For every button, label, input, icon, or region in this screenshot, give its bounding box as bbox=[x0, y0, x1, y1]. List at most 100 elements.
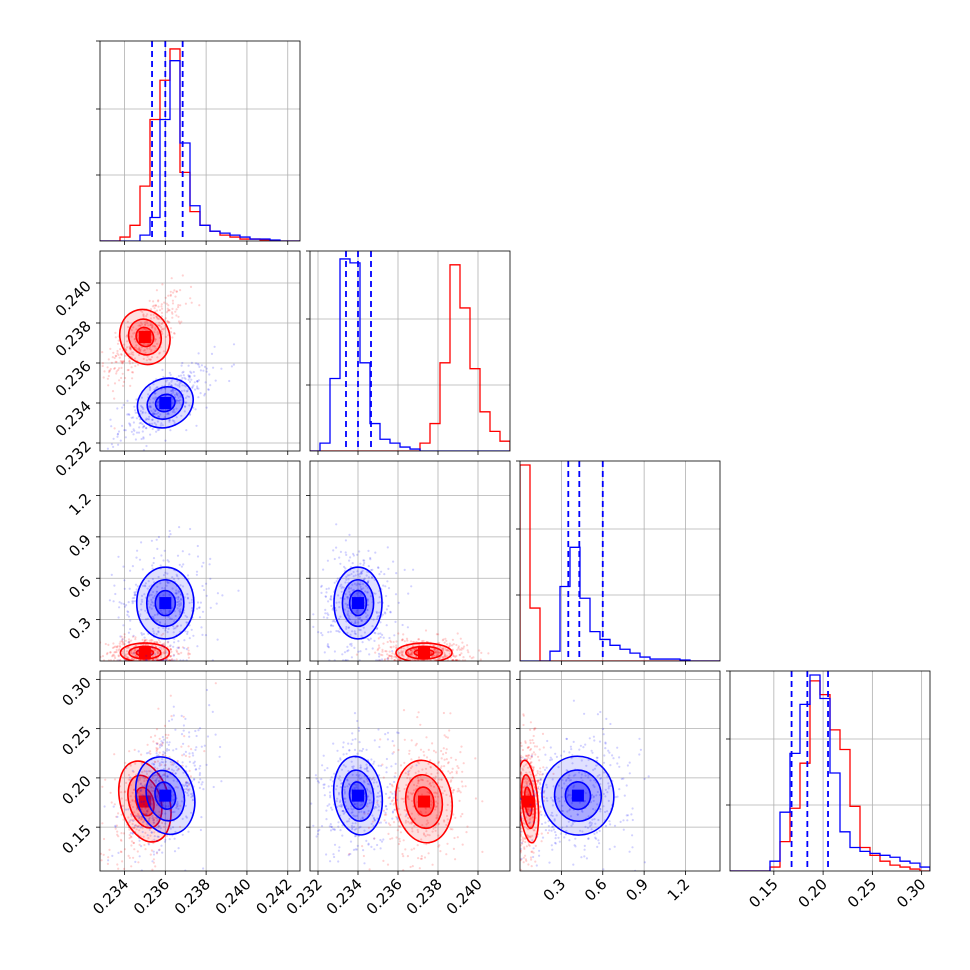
scatter-point bbox=[170, 659, 173, 661]
scatter-point bbox=[152, 590, 155, 594]
scatter-point bbox=[403, 787, 406, 791]
scatter-point bbox=[478, 649, 481, 652]
scatter-point bbox=[205, 406, 208, 409]
scatter-point bbox=[107, 358, 110, 361]
scatter-point bbox=[451, 828, 454, 831]
scatter-point bbox=[638, 753, 641, 756]
scatter-point bbox=[163, 764, 166, 767]
scatter-point bbox=[129, 619, 132, 622]
scatter-point bbox=[117, 368, 120, 372]
scatter-point bbox=[107, 859, 110, 862]
scatter-point bbox=[173, 289, 176, 292]
scatter-point bbox=[351, 773, 354, 776]
scatter-point bbox=[353, 712, 357, 715]
scatter-point bbox=[371, 568, 374, 571]
scatter-point bbox=[117, 353, 120, 356]
scatter-point bbox=[626, 819, 629, 822]
scatter-point bbox=[399, 764, 403, 767]
scatter-point bbox=[528, 821, 532, 824]
scatter-point bbox=[365, 748, 368, 751]
scatter-point bbox=[565, 829, 568, 833]
scatter-point bbox=[171, 316, 174, 319]
scatter-point bbox=[176, 646, 179, 649]
scatter-point bbox=[385, 608, 388, 611]
scatter-point bbox=[366, 802, 369, 805]
scatter-point bbox=[631, 846, 634, 849]
scatter-point bbox=[400, 639, 404, 642]
scatter-point bbox=[550, 811, 554, 814]
scatter-point bbox=[337, 825, 340, 828]
scatter-point bbox=[154, 648, 157, 652]
scatter-point bbox=[211, 659, 214, 661]
scatter-point bbox=[588, 737, 591, 740]
scatter-point bbox=[134, 814, 137, 817]
scatter-point bbox=[382, 584, 385, 587]
scatter-point bbox=[212, 366, 215, 369]
scatter-point bbox=[156, 401, 159, 404]
scatter-point bbox=[367, 843, 370, 846]
scatter-point bbox=[123, 867, 126, 870]
scatter-point bbox=[582, 746, 585, 749]
scatter-point bbox=[555, 755, 558, 758]
scatter-point bbox=[339, 757, 342, 760]
scatter-point bbox=[527, 754, 530, 757]
scatter-point bbox=[156, 822, 160, 826]
scatter-point bbox=[327, 587, 330, 590]
contour-line bbox=[564, 781, 592, 811]
scatter-point bbox=[169, 429, 172, 432]
scatter-point bbox=[199, 778, 202, 781]
scatter-point bbox=[169, 533, 172, 536]
scatter-point bbox=[347, 820, 350, 823]
scatter-point bbox=[643, 861, 646, 864]
scatter-point bbox=[320, 825, 324, 828]
scatter-point bbox=[131, 832, 134, 835]
scatter-point bbox=[342, 812, 345, 815]
scatter-point bbox=[113, 382, 117, 385]
scatter-point bbox=[191, 386, 194, 389]
scatter-point bbox=[611, 754, 614, 757]
scatter-point bbox=[176, 786, 179, 789]
scatter-point bbox=[589, 825, 592, 828]
scatter-point bbox=[177, 306, 180, 309]
scatter-point bbox=[345, 659, 348, 661]
scatter-point bbox=[332, 742, 335, 745]
scatter-point bbox=[157, 415, 161, 418]
scatter-point bbox=[143, 327, 146, 331]
scatter-point bbox=[411, 765, 414, 768]
scatter-point bbox=[188, 376, 191, 379]
scatter-point bbox=[394, 790, 397, 793]
scatter-point bbox=[121, 361, 124, 365]
scatter-point bbox=[129, 423, 132, 426]
scatter-point bbox=[531, 850, 534, 853]
scatter-point bbox=[339, 829, 342, 832]
scatter-point bbox=[118, 642, 121, 645]
scatter-point bbox=[529, 835, 532, 838]
scatter-point bbox=[177, 847, 180, 850]
scatter-point bbox=[163, 645, 166, 648]
scatter-point bbox=[583, 855, 586, 858]
scatter-point bbox=[177, 596, 180, 599]
scatter-point bbox=[155, 315, 158, 318]
scatter-point bbox=[156, 317, 159, 320]
scatter-point bbox=[432, 749, 436, 752]
scatter-point bbox=[593, 818, 596, 821]
scatter-point bbox=[390, 646, 393, 649]
scatter-point bbox=[593, 767, 597, 770]
scatter-point bbox=[348, 783, 351, 786]
scatter-point bbox=[156, 585, 159, 588]
scatter-point bbox=[455, 654, 458, 658]
scatter-point bbox=[167, 294, 170, 297]
scatter-point bbox=[128, 833, 131, 837]
scatter-point bbox=[166, 641, 169, 644]
scatter-point bbox=[414, 659, 418, 661]
scatter-point bbox=[121, 860, 124, 863]
scatter-point bbox=[164, 652, 167, 655]
scatter-point bbox=[529, 817, 532, 820]
scatter-point bbox=[457, 647, 460, 650]
scatter-point bbox=[158, 746, 161, 749]
scatter-point bbox=[379, 821, 382, 824]
scatter-point bbox=[364, 590, 367, 593]
scatter-point bbox=[139, 818, 142, 821]
scatter-point bbox=[127, 656, 130, 660]
panel-2-1 bbox=[306, 460, 511, 665]
